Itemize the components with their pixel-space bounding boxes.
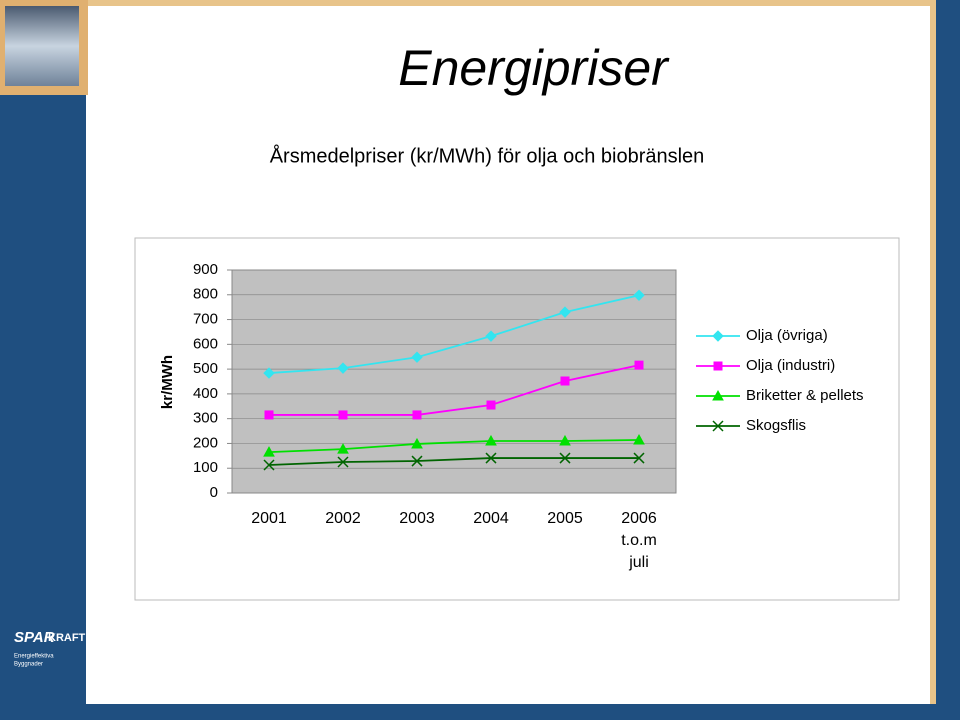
marker — [559, 434, 571, 446]
marker — [411, 437, 423, 449]
marker — [559, 306, 571, 318]
y-tick-label: 500 — [193, 360, 218, 377]
marker — [264, 410, 274, 420]
marker — [712, 330, 724, 342]
photo — [5, 6, 79, 86]
chart-title: Årsmedelpriser (kr/MWh) för olja och bio… — [270, 144, 705, 167]
marker — [713, 361, 723, 371]
marker — [712, 389, 724, 401]
logo-text: Energieffektiva — [14, 654, 54, 660]
right-border — [930, 6, 936, 720]
y-tick-label: 700 — [193, 311, 218, 328]
y-tick-label: 300 — [193, 410, 218, 427]
logo-text: KRAFT — [48, 632, 86, 644]
plot-area — [231, 269, 677, 494]
x-tick-label: 2006 t.o.m juli — [621, 510, 657, 571]
logo-text: Byggnader — [14, 662, 43, 668]
marker — [560, 376, 570, 386]
x-tick-label: 2004 — [473, 510, 509, 527]
marker — [263, 367, 275, 379]
marker — [712, 420, 724, 432]
marker — [485, 330, 497, 342]
marker — [559, 452, 571, 464]
marker — [633, 452, 645, 464]
y-tick-label: 600 — [193, 335, 218, 352]
marker — [485, 434, 497, 446]
y-axis-label: kr/MWh — [159, 355, 176, 409]
series-line — [269, 364, 640, 416]
marker — [486, 400, 496, 410]
x-tick-label: 2001 — [251, 510, 287, 527]
bottom-band — [0, 704, 960, 720]
marker — [411, 351, 423, 363]
y-tick-label: 800 — [193, 286, 218, 303]
marker — [263, 446, 275, 457]
logo-text: SPAR — [14, 629, 55, 646]
marker — [263, 459, 275, 471]
marker — [337, 362, 349, 374]
left-band — [0, 95, 86, 720]
series-line — [268, 439, 640, 454]
x-tick-label: 2002 — [325, 510, 361, 527]
y-tick-label: 900 — [193, 261, 218, 278]
marker — [485, 452, 497, 464]
legend-label: Olja (övriga) — [746, 327, 828, 344]
right-band — [936, 0, 960, 720]
legend-label: Briketter & pellets — [746, 387, 864, 404]
y-tick-label: 400 — [193, 385, 218, 402]
marker — [633, 289, 645, 301]
marker — [634, 360, 644, 370]
top-border — [0, 0, 960, 6]
y-tick-label: 100 — [193, 459, 218, 476]
legend-label: Olja (industri) — [746, 357, 835, 374]
marker — [411, 455, 423, 467]
series-line — [268, 294, 640, 374]
y-tick-label: 200 — [193, 434, 218, 451]
legend-label: Skogsflis — [746, 417, 806, 434]
slide-title: Energipriser — [398, 40, 670, 96]
marker — [412, 410, 422, 420]
marker — [338, 410, 348, 420]
marker — [337, 443, 349, 454]
x-tick-label: 2003 — [399, 510, 435, 527]
x-tick-label: 2005 — [547, 510, 583, 527]
marker — [633, 433, 645, 445]
y-tick-label: 0 — [210, 484, 218, 501]
marker — [337, 456, 349, 468]
series-line — [268, 457, 639, 466]
